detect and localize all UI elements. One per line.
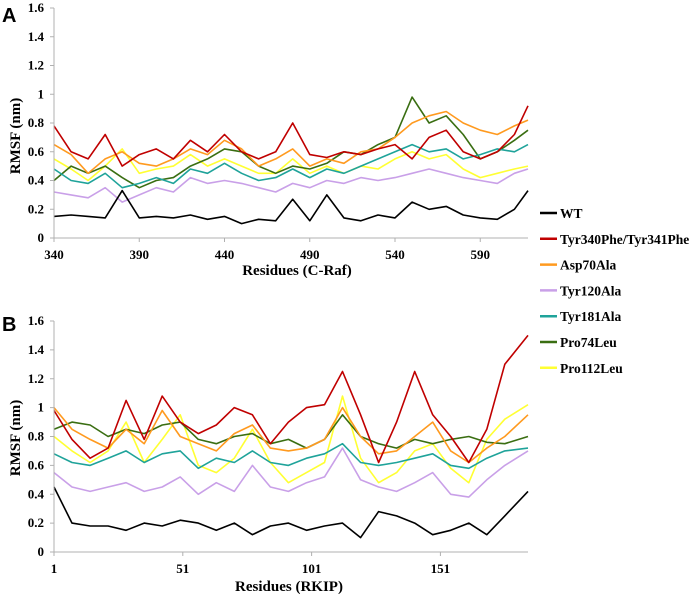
legend-label-asp70ala: Asp70Ala	[560, 258, 617, 273]
panel-b-y-tick-label: 1.6	[28, 313, 45, 328]
panel-b-chart: 1 51 101 151 00.20.40.60.811.21.41.6	[28, 313, 529, 576]
panel-a-y-tick-label: 0.6	[28, 144, 45, 159]
panel-a-x-tick-label: 590	[471, 247, 491, 262]
panel-b-y-tick-label: 0.6	[28, 457, 45, 472]
panel-a-y-tick-label: 1	[38, 86, 45, 101]
panel-b-series-wt	[53, 486, 529, 539]
legend-label-pro74leu: Pro74Leu	[560, 335, 617, 350]
panel-a-y-tick-label: 1.6	[28, 0, 45, 15]
panel-b-series-tyr120ala	[53, 447, 529, 498]
panel-b-series-pro112leu	[53, 395, 529, 484]
panel-a-letter: A	[2, 5, 16, 27]
panel-a-series-tyr340phe-tyr341phe	[53, 105, 529, 167]
panel-b-y-tick-label: 0.4	[28, 486, 45, 501]
panel-a-y-tick-label: 0.8	[28, 115, 45, 130]
panel-a-series-tyr181ala	[53, 143, 529, 189]
panel-a-x-tick-label: 490	[300, 247, 320, 262]
panel-a-y-tick-label: 1.2	[28, 58, 44, 73]
panel-b-y-tick-label: 1.2	[28, 371, 44, 386]
panel-a-x-tick-label: 540	[385, 247, 405, 262]
panel-b-series-tyr340phe-tyr341phe	[53, 334, 529, 464]
panel-a-series-asp70ala	[53, 110, 529, 175]
panel-b-x-label: Residues (RKIP)	[235, 579, 343, 595]
panel-b-series-asp70ala	[53, 406, 529, 464]
legend-label-pro112leu: Pro112Leu	[560, 361, 623, 376]
panel-a-x-tick-label: 440	[215, 247, 235, 262]
panel-a-x-tick-label: 390	[130, 247, 150, 262]
panel-b-y-tick-label: 1	[38, 400, 45, 415]
legend-label-wt: WT	[560, 206, 583, 221]
legend-label-tyr181ala: Tyr181Ala	[560, 309, 621, 324]
panel-b-y-tick-label: 0.2	[28, 515, 44, 530]
panel-a-y-tick-label: 0	[38, 230, 45, 245]
panel-a-series-pro112leu	[53, 148, 529, 182]
panel-b-y-tick-label: 1.4	[28, 342, 45, 357]
panel-a-series-wt	[53, 189, 529, 225]
panel-b-y-tick-label: 0	[38, 544, 45, 559]
panel-a-chart: 340 390 440 490 540 590 0 0.2 0.4 0.6 0.8 1 1.2 1.4 1…	[28, 0, 529, 262]
panel-b-y-label: RMSF (nm)	[8, 400, 24, 477]
panel-a-x-tick-label: 340	[44, 247, 64, 262]
legend-label-tyr340phe-tyr341phe: Tyr340Phe/Tyr341Phe	[560, 232, 689, 247]
panel-b-letter: B	[2, 314, 16, 336]
panel-b-x-tick-label: 151	[431, 561, 451, 576]
panel-a-y-label: RMSF (nm)	[8, 98, 24, 175]
panel-a-y-tick-label: 1.4	[28, 29, 45, 44]
panel-a-y-tick-label: 0.4	[28, 173, 45, 188]
panel-b-x-tick-label: 101	[302, 561, 322, 576]
panel-a-series-pro74leu	[53, 96, 529, 189]
legend-label-tyr120ala: Tyr120Ala	[560, 283, 621, 298]
panel-b-x-tick-label: 51	[176, 561, 189, 576]
panel-a-y-tick-label: 0.2	[28, 201, 44, 216]
panel-a-series-tyr120ala	[53, 168, 529, 203]
panel-b-y-tick-label: 0.8	[28, 429, 45, 444]
panel-b-series-tyr181ala	[53, 442, 529, 470]
panel-a-x-label: Residues (C-Raf)	[242, 263, 352, 279]
panel-b-x-tick-label: 1	[51, 561, 58, 576]
legend: WT Tyr340Phe/Tyr341Phe Asp70Ala Tyr120Ala Ty…	[540, 206, 689, 376]
